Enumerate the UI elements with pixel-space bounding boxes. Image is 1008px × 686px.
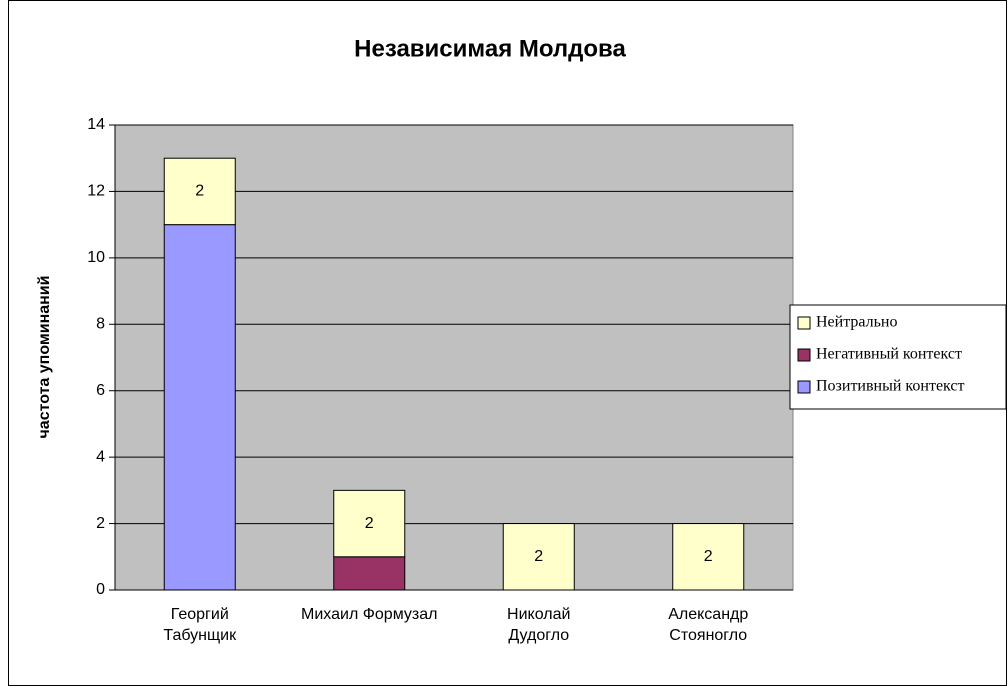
- x-tick-label: Николай Дудогло: [507, 606, 570, 644]
- y-tick-label: 0: [96, 581, 105, 598]
- chart-title: Независимая Молдова: [354, 35, 626, 62]
- y-tick-label: 8: [96, 316, 105, 333]
- bar-segment: [333, 556, 406, 591]
- legend-label: Нейтрально: [816, 314, 898, 331]
- bar-segment: [502, 523, 575, 591]
- x-tick-label: Михаил Формузал: [301, 606, 437, 623]
- y-tick-label: 2: [96, 515, 105, 532]
- bar-segment: [672, 523, 745, 591]
- legend-swatch: [797, 316, 811, 330]
- x-tick-label: Георгий Табунщик: [163, 606, 237, 644]
- data-label: 2: [195, 183, 204, 200]
- data-label: 2: [704, 548, 713, 565]
- y-tick-label: 10: [87, 249, 105, 266]
- x-tick-label: Александр Стояногло: [668, 606, 748, 644]
- y-axis-label: частота упоминаний: [36, 276, 53, 439]
- bar-segment: [333, 489, 406, 558]
- bar-segment: [163, 224, 236, 591]
- legend-box: [789, 304, 1007, 410]
- y-tick-label: 14: [87, 116, 105, 133]
- legend-swatch: [797, 380, 811, 394]
- bar-segment: [163, 157, 236, 226]
- legend-label: Позитивный контекст: [816, 378, 965, 395]
- y-tick-label: 4: [96, 448, 105, 465]
- data-label: 2: [365, 515, 374, 532]
- legend-swatch: [797, 348, 811, 362]
- y-tick-label: 12: [87, 183, 105, 200]
- legend-label: Негативный контекст: [816, 346, 962, 363]
- y-tick-label: 6: [96, 382, 105, 399]
- data-label: 2: [534, 548, 543, 565]
